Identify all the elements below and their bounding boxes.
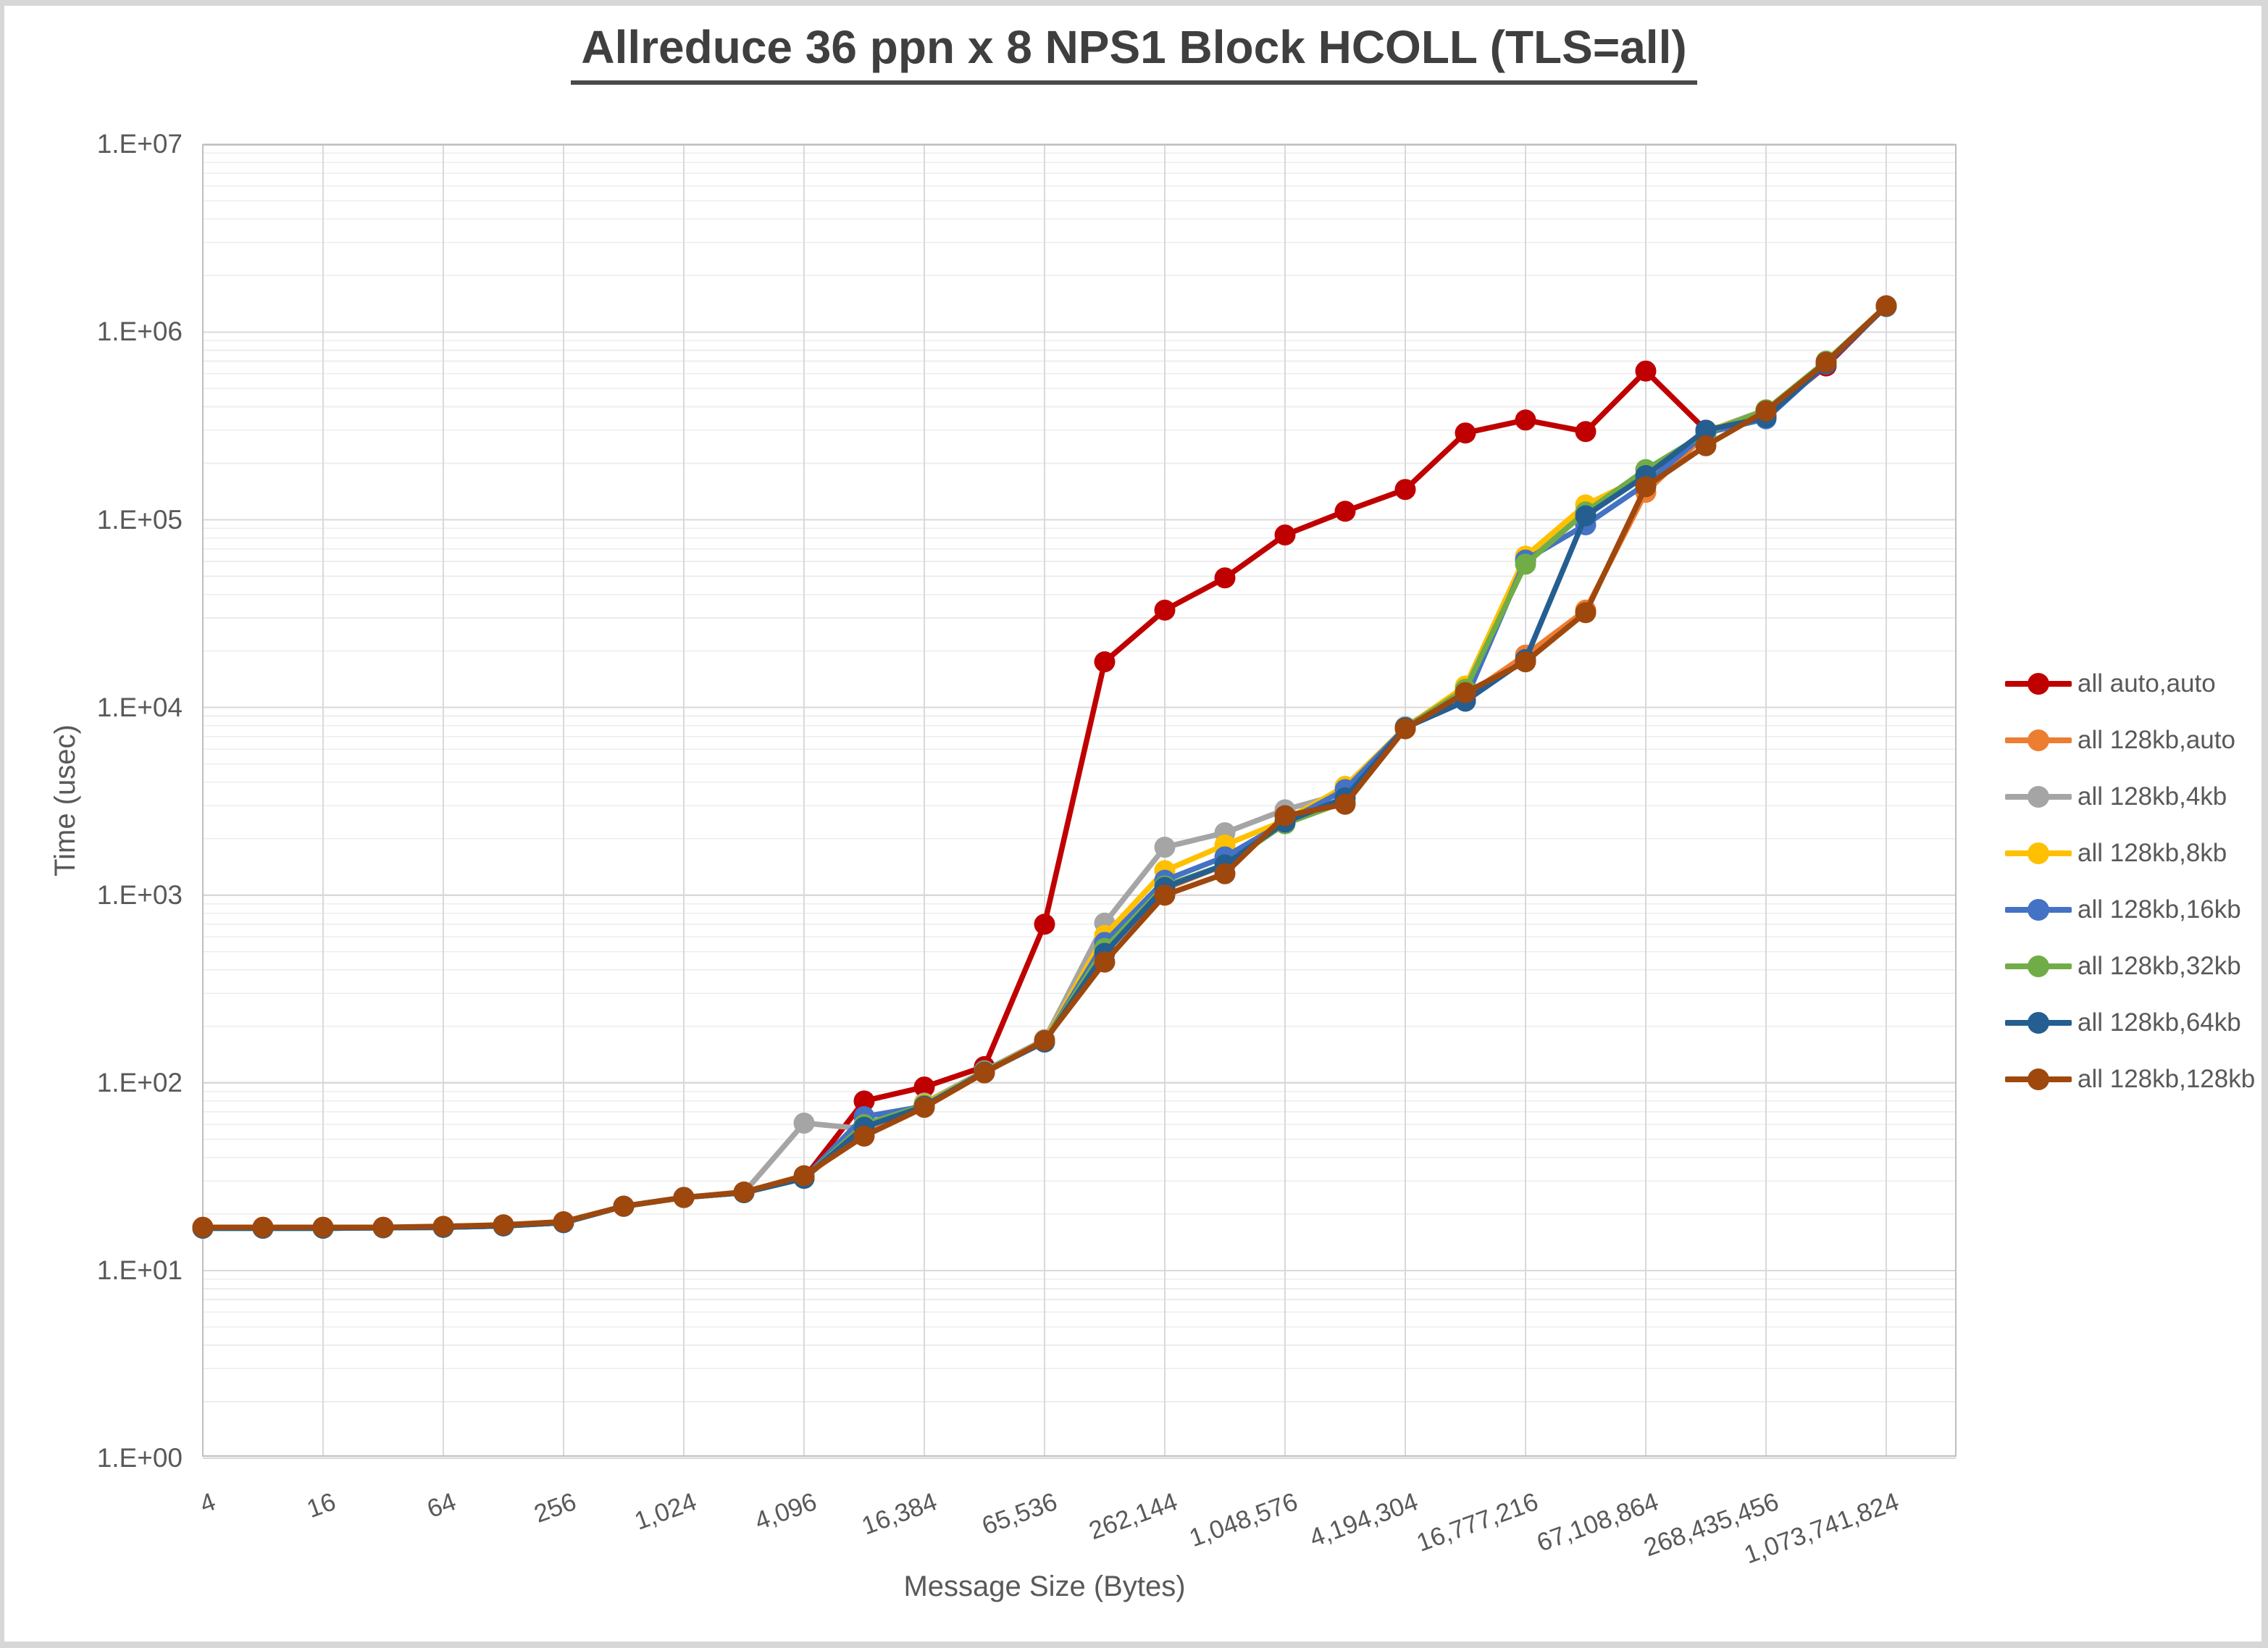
legend-item[interactable]: all 128kb,4kb — [2005, 769, 2255, 825]
data-point — [1154, 884, 1176, 906]
legend-line-marker-icon — [2005, 785, 2072, 809]
data-point — [1515, 553, 1536, 575]
legend-label: all 128kb,4kb — [2077, 782, 2227, 811]
series-all-128kb-128kb[interactable] — [192, 295, 1897, 1238]
gridlines — [201, 143, 1957, 1460]
y-tick-label: 1.E+01 — [96, 1255, 183, 1285]
legend-line-marker-icon — [2005, 954, 2072, 979]
legend-label: all 128kb,auto — [2077, 726, 2235, 754]
legend-line-marker-icon — [2005, 1011, 2072, 1035]
data-point — [1635, 360, 1657, 382]
data-point — [1034, 1029, 1055, 1051]
data-point — [1515, 409, 1536, 431]
data-point — [1214, 863, 1236, 884]
data-point — [1274, 805, 1296, 827]
y-tick-label: 1.E+02 — [96, 1067, 183, 1097]
data-point — [553, 1211, 574, 1233]
legend-item[interactable]: all 128kb,128kb — [2005, 1051, 2255, 1108]
data-point — [1154, 599, 1176, 621]
y-tick-label: 1.E+05 — [96, 504, 183, 535]
chart-title: Allreduce 36 ppn x 8 NPS1 Block HCOLL (T… — [0, 20, 2268, 85]
data-point — [1394, 718, 1416, 740]
data-point — [1094, 651, 1116, 673]
legend: all auto,auto all 128kb,auto all 128kb,4kb… — [2005, 656, 2255, 1108]
legend-label: all 128kb,64kb — [2077, 1008, 2241, 1037]
data-point — [673, 1187, 695, 1208]
data-point — [192, 1216, 214, 1238]
x-axis-title: Message Size (Bytes) — [903, 1570, 1186, 1602]
legend-label: all 128kb,16kb — [2077, 895, 2241, 924]
y-tick-label: 1.E+06 — [96, 317, 183, 347]
data-point — [1274, 524, 1296, 545]
legend-item[interactable]: all 128kb,64kb — [2005, 995, 2255, 1051]
data-point — [1515, 651, 1536, 673]
window-edge-top — [0, 0, 2268, 6]
data-point — [1695, 419, 1717, 441]
data-point — [1094, 951, 1116, 973]
data-point — [853, 1090, 875, 1112]
legend-label: all 128kb,32kb — [2077, 952, 2241, 980]
legend-item[interactable]: all 128kb,16kb — [2005, 882, 2255, 938]
data-point — [733, 1181, 755, 1203]
data-point — [493, 1214, 514, 1236]
y-tick-label: 1.E+00 — [96, 1443, 183, 1473]
legend-line-marker-icon — [2005, 898, 2072, 922]
data-point — [1635, 476, 1657, 498]
data-point — [1214, 567, 1236, 589]
data-point — [793, 1165, 815, 1187]
data-point — [1815, 351, 1837, 373]
legend-line-marker-icon — [2005, 1067, 2072, 1092]
data-point — [432, 1216, 454, 1237]
window-edge-bottom[interactable] — [0, 1641, 2268, 1648]
data-point — [1394, 479, 1416, 501]
legend-label: all auto,auto — [2077, 669, 2216, 698]
legend-item[interactable]: all auto,auto — [2005, 656, 2255, 712]
plot-border — [201, 143, 1957, 1457]
data-point — [252, 1216, 274, 1238]
legend-line-marker-icon — [2005, 672, 2072, 696]
data-point — [372, 1216, 394, 1238]
data-point — [1695, 435, 1717, 456]
data-point — [1875, 295, 1897, 317]
data-point — [793, 1112, 815, 1134]
legend-line-marker-icon — [2005, 841, 2072, 866]
data-point — [1334, 793, 1356, 815]
data-point — [913, 1097, 935, 1118]
data-point — [1455, 682, 1476, 703]
legend-line-marker-icon — [2005, 728, 2072, 753]
data-point — [1034, 913, 1055, 935]
data-point — [913, 1076, 935, 1098]
data-point — [1575, 602, 1597, 624]
data-point — [853, 1125, 875, 1147]
window-edge-right[interactable] — [2261, 0, 2268, 1648]
window-edge-left — [0, 0, 4, 1648]
data-point — [1334, 501, 1356, 522]
data-point — [1455, 422, 1476, 444]
y-tick-label: 1.E+03 — [96, 879, 183, 910]
data-point — [1575, 421, 1597, 443]
y-tick-label: 1.E+04 — [96, 692, 183, 722]
legend-label: all 128kb,8kb — [2077, 839, 2227, 867]
data-point — [613, 1195, 635, 1217]
legend-item[interactable]: all 128kb,8kb — [2005, 825, 2255, 882]
legend-item[interactable]: all 128kb,32kb — [2005, 938, 2255, 995]
data-point — [1755, 400, 1777, 422]
data-point — [312, 1216, 334, 1238]
data-point — [1154, 837, 1176, 858]
data-point — [974, 1062, 995, 1084]
legend-label: all 128kb,128kb — [2077, 1065, 2256, 1093]
data-point — [1575, 505, 1597, 527]
legend-item[interactable]: all 128kb,auto — [2005, 712, 2255, 769]
y-tick-label: 1.E+07 — [96, 129, 183, 159]
